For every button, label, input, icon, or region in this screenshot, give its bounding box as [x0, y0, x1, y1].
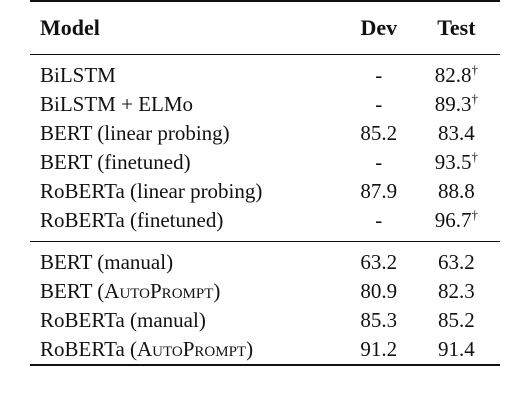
table-row: RoBERTa (manual) 85.3 85.2 — [30, 306, 500, 335]
model-prefix: RoBERTa (manual) — [40, 308, 206, 332]
table-row: BERT (AutoPrompt) 80.9 82.3 — [30, 277, 500, 306]
model-prefix: BERT ( — [40, 279, 105, 303]
test-cell: 91.4 — [438, 337, 475, 361]
model-method: AutoPrompt — [137, 337, 247, 361]
dev-cell: 85.3 — [360, 308, 398, 332]
test-value: 96.7 — [434, 208, 472, 232]
model-cell: BiLSTM — [40, 63, 116, 87]
test-cell: 93.5† — [413, 148, 500, 177]
test-cell: 96.7† — [413, 206, 500, 235]
test-value: 93.5 — [434, 150, 472, 174]
dev-cell: 91.2 — [360, 337, 398, 361]
model-prefix: RoBERTa ( — [40, 337, 138, 361]
dev-cell: - — [375, 150, 383, 174]
table-row: RoBERTa (linear probing) 87.9 88.8 — [30, 177, 500, 206]
test-cell: 88.8 — [413, 177, 500, 206]
header-model: Model — [40, 15, 100, 40]
table-row: BERT (finetuned) - 93.5† — [30, 148, 500, 177]
table-row: RoBERTa (AutoPrompt) 91.2 91.4 — [30, 335, 500, 365]
header-dev: Dev — [360, 15, 398, 40]
dev-cell: - — [375, 63, 383, 87]
test-cell: 85.2 — [438, 308, 475, 332]
dev-cell: 85.2 — [360, 121, 398, 145]
test-value: 83.4 — [438, 121, 475, 145]
table-row: BiLSTM + ELMo - 89.3† — [30, 90, 500, 119]
test-cell: 83.4 — [413, 119, 500, 148]
test-value: 82.8 — [434, 63, 472, 87]
test-cell: 82.3 — [438, 279, 475, 303]
model-cell: RoBERTa (linear probing) — [40, 179, 263, 203]
dagger-mark: † — [471, 207, 479, 222]
test-cell: 89.3† — [413, 90, 500, 119]
dev-cell: - — [375, 92, 383, 116]
test-cell: 82.8† — [413, 61, 500, 90]
dev-cell: 87.9 — [360, 179, 398, 203]
header-test: Test — [437, 15, 476, 40]
model-suffix: ) — [213, 279, 221, 303]
model-cell: BERT (manual) — [30, 248, 345, 277]
table-row: RoBERTa (finetuned) - 96.7† — [30, 206, 500, 235]
dagger-mark: † — [471, 91, 479, 106]
dagger-mark: † — [471, 149, 479, 164]
table-row: BERT (manual) 63.2 63.2 — [30, 248, 500, 277]
table-row: BERT (linear probing) 85.2 83.4 — [30, 119, 500, 148]
spacer — [30, 54, 500, 62]
test-value: 88.8 — [438, 179, 475, 203]
dev-cell: 80.9 — [360, 279, 398, 303]
group-divider — [30, 241, 500, 249]
model-cell: RoBERTa (AutoPrompt) — [30, 335, 345, 365]
model-cell: BERT (AutoPrompt) — [30, 277, 345, 306]
dev-cell: - — [375, 208, 383, 232]
model-cell: RoBERTa (finetuned) — [40, 208, 224, 232]
model-cell: BiLSTM + ELMo — [40, 92, 194, 116]
model-cell: BERT (finetuned) — [40, 150, 191, 174]
model-cell: RoBERTa (manual) — [30, 306, 345, 335]
test-cell: 63.2 — [438, 250, 475, 274]
dagger-mark: † — [471, 62, 479, 77]
model-suffix: ) — [246, 337, 254, 361]
model-cell: BERT (linear probing) — [40, 121, 230, 145]
results-table: Model Dev Test BiLSTM - 82.8† BiLSTM + E… — [30, 0, 500, 366]
header-row: Model Dev Test — [30, 1, 500, 55]
dev-cell: 63.2 — [360, 250, 398, 274]
model-method: AutoPrompt — [104, 279, 214, 303]
test-value: 89.3 — [434, 92, 472, 116]
model-prefix: BERT (manual) — [40, 250, 174, 274]
table-row: BiLSTM - 82.8† — [30, 61, 500, 90]
